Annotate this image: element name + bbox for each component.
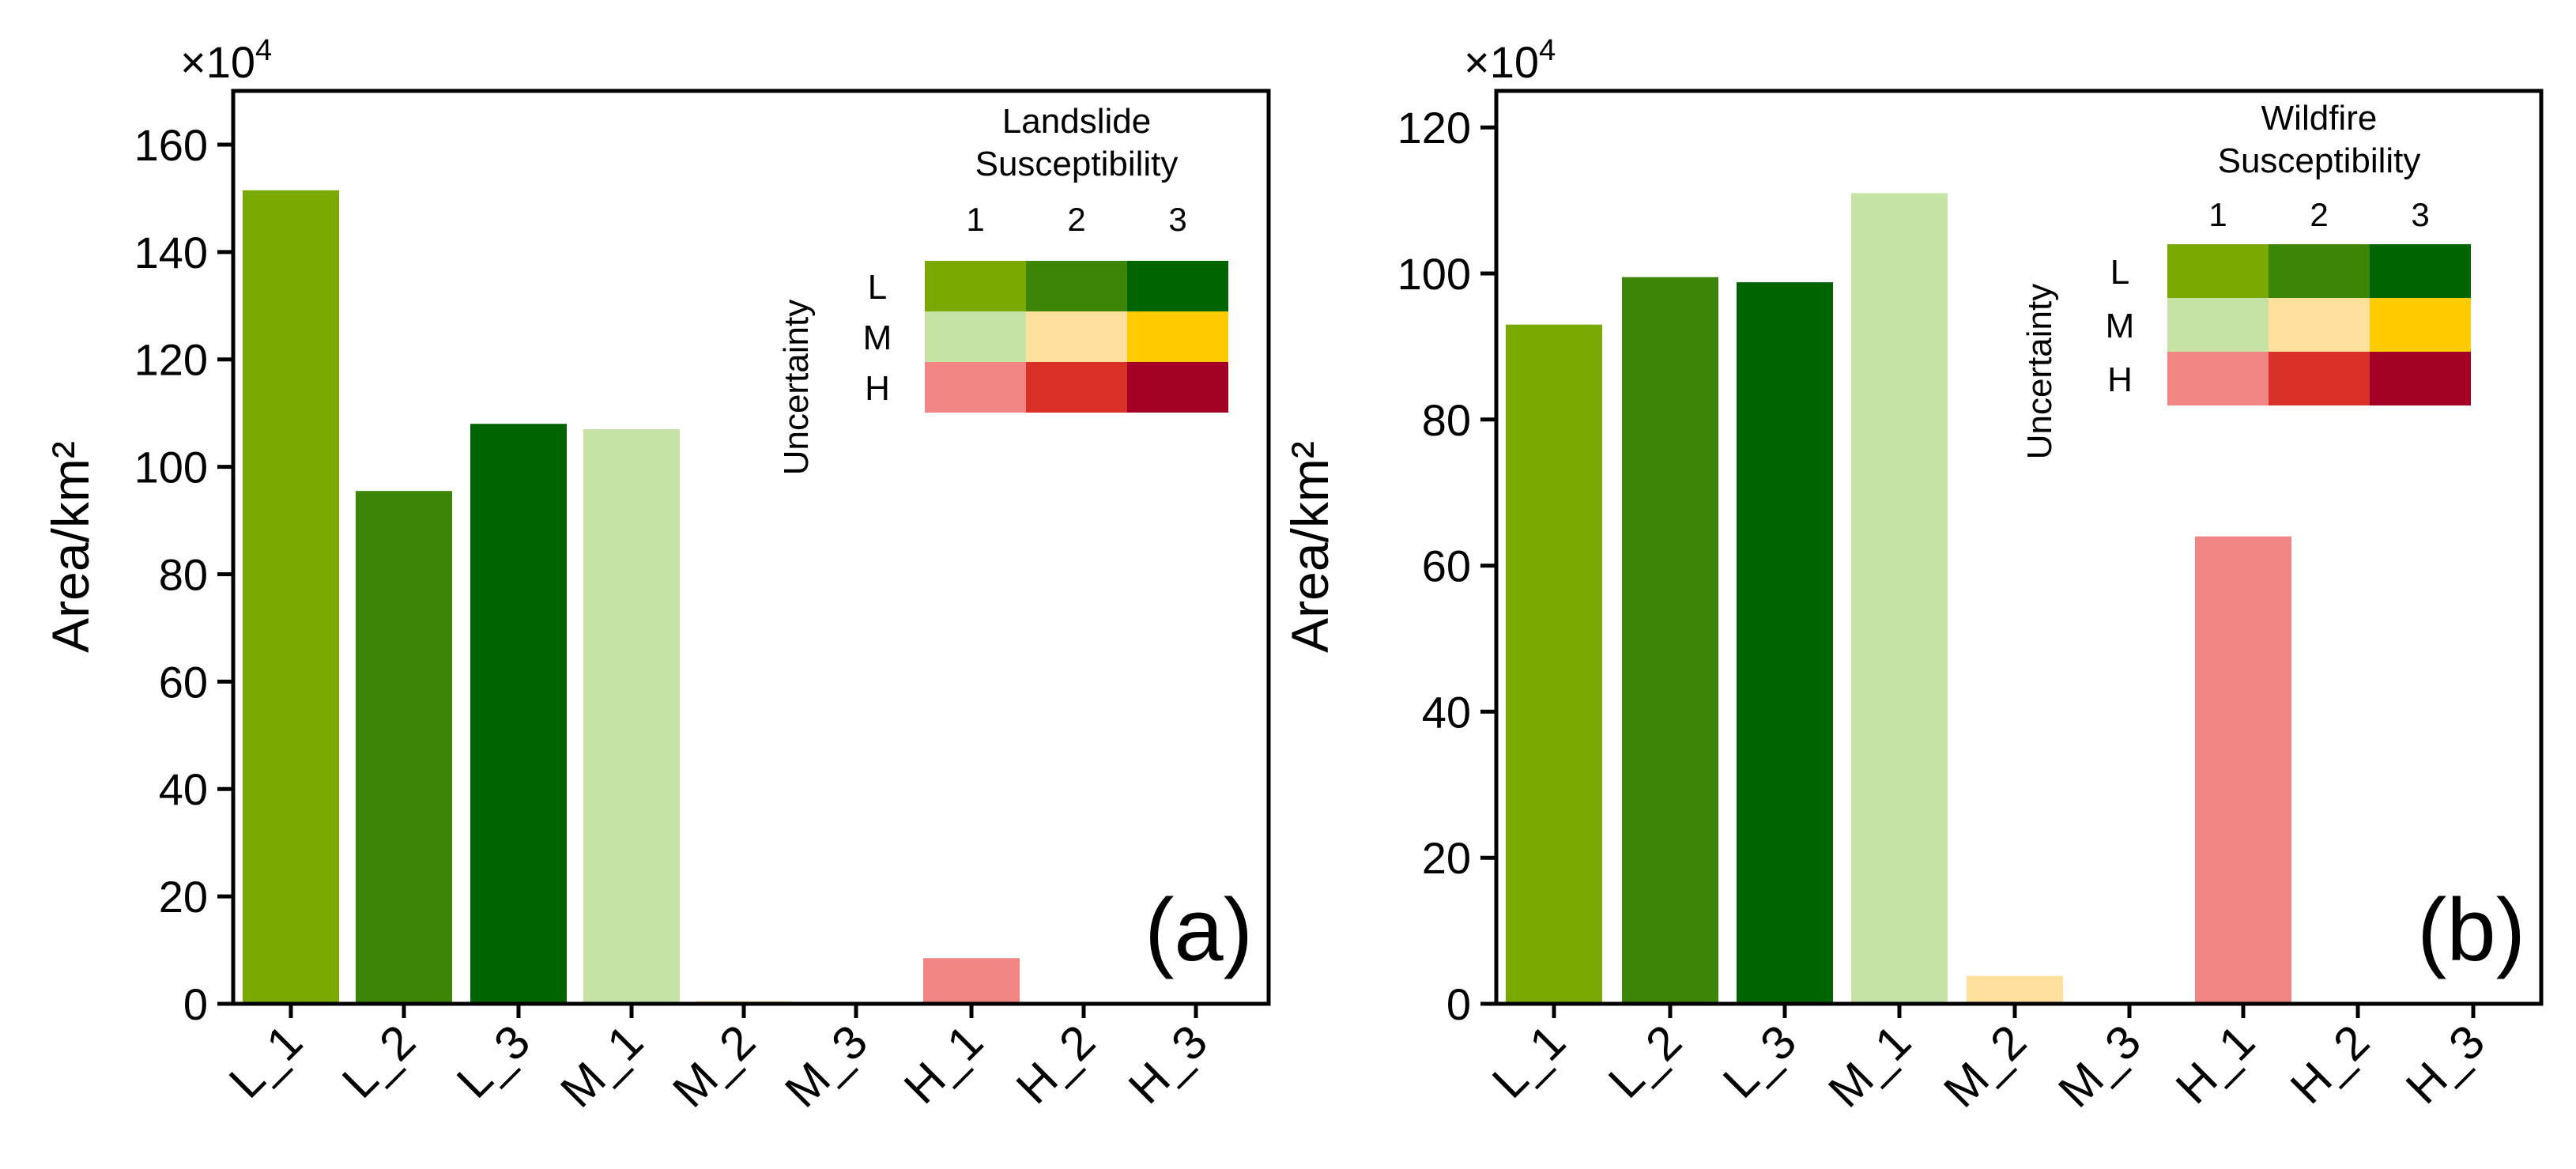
y-tick-label: 20	[159, 872, 208, 922]
y-tick-label: 0	[183, 979, 208, 1029]
legend-cell	[925, 362, 1026, 413]
legend-row-axis-label: Uncertainty	[777, 300, 816, 476]
legend-cell	[2167, 244, 2269, 298]
axes-frame	[1494, 89, 2544, 1006]
x-tick-label: L_1	[1482, 1015, 1575, 1108]
x-tick-label: H_2	[2280, 1015, 2379, 1114]
legend-column-label: 1	[966, 201, 984, 238]
legend-cell	[2269, 352, 2370, 405]
legend-row-label: L	[2110, 253, 2129, 292]
legend-cell	[2370, 244, 2471, 298]
legend-cell	[2370, 298, 2471, 352]
bar-l_1	[243, 190, 339, 1005]
legend-row-label: H	[865, 369, 890, 408]
panel-label: (a)	[1145, 881, 1253, 979]
x-tick-label: L_2	[332, 1015, 425, 1108]
legend-cell	[1026, 362, 1127, 413]
y-tick-label: 80	[159, 549, 208, 599]
legend-cell	[1026, 311, 1127, 362]
x-tick-label: M_1	[1818, 1015, 1921, 1118]
axis-multiplier-base: ×10	[1464, 37, 1539, 87]
legend-row-axis-label: Uncertainty	[2020, 284, 2059, 460]
y-tick-label: 160	[134, 120, 208, 170]
legend-cell	[1127, 311, 1228, 362]
y-tick-label: 120	[134, 335, 208, 385]
bar-l_2	[1622, 277, 1718, 1004]
axis-multiplier: ×104	[180, 34, 272, 87]
bar-l_2	[356, 491, 452, 1004]
y-tick-label: 80	[1422, 395, 1471, 445]
y-tick-label: 100	[1397, 249, 1471, 299]
bar-h_1	[923, 958, 1020, 1004]
bar-l_3	[1737, 282, 1833, 1004]
legend-column-label: 2	[2310, 196, 2328, 233]
legend-row-label: H	[2107, 360, 2133, 399]
x-tick-label: H_3	[1118, 1015, 1217, 1114]
legend-cell	[925, 261, 1026, 311]
legend-cell	[2167, 298, 2269, 352]
legend-row-label: M	[2106, 307, 2135, 345]
legend-row-label: M	[863, 319, 892, 357]
x-tick-label: M_2	[662, 1015, 765, 1118]
y-tick-label: 140	[134, 228, 208, 277]
y-axis-label: Area/km²	[1280, 441, 1339, 653]
legend-cell	[925, 311, 1026, 362]
legend-column-label: 3	[1168, 201, 1186, 238]
bar-m_2	[1967, 975, 2063, 1004]
x-tick-label: L_2	[1598, 1015, 1692, 1108]
x-tick-label: M_1	[550, 1015, 653, 1118]
axis-multiplier-exponent: 4	[1539, 34, 1556, 67]
legend-title: Wildfire	[2261, 99, 2378, 138]
legend-column-label: 3	[2411, 196, 2429, 233]
x-tick-label: H_1	[2166, 1015, 2265, 1114]
y-tick-label: 100	[134, 443, 208, 492]
panel-label: (b)	[2417, 881, 2525, 979]
legend-subtitle: Susceptibility	[2218, 141, 2421, 180]
y-tick-label: 20	[1422, 833, 1471, 883]
legend-cell	[1127, 362, 1228, 413]
legend-column-label: 1	[2208, 196, 2227, 233]
legend-cell	[1127, 261, 1228, 311]
axis-multiplier-base: ×10	[180, 37, 255, 87]
legend-column-label: 2	[1067, 201, 1085, 238]
x-tick-label: H_3	[2396, 1015, 2495, 1114]
bar-l_1	[1506, 324, 1602, 1004]
legend-row-label: L	[868, 268, 887, 307]
y-tick-label: 40	[159, 764, 208, 814]
x-tick-label: L_3	[1713, 1015, 1806, 1108]
y-tick-label: 0	[1446, 979, 1471, 1029]
y-tick-label: 60	[1422, 541, 1471, 591]
bar-m_1	[583, 429, 680, 1004]
legend-cell	[2167, 352, 2269, 405]
y-tick-label: 120	[1397, 103, 1471, 153]
legend-cell	[1026, 261, 1127, 311]
y-tick-label: 40	[1422, 687, 1471, 737]
x-tick-label: H_2	[1006, 1015, 1105, 1114]
legend-cell	[2269, 244, 2370, 298]
x-tick-label: L_3	[447, 1015, 540, 1108]
bivariate-legend: Landslide Susceptibility 1 2 3 LMH Uncertainty	[777, 102, 1228, 475]
legend-cell	[2269, 298, 2370, 352]
legend-subtitle: Susceptibility	[975, 145, 1179, 183]
legend-cell	[2370, 352, 2471, 405]
bar-l_3	[470, 424, 567, 1004]
axes-frame	[231, 89, 1271, 1006]
y-tick-label: 60	[159, 657, 208, 707]
legend-title: Landslide	[1002, 102, 1151, 141]
x-tick-label: M_3	[775, 1015, 877, 1118]
bar-h_1	[2195, 536, 2291, 1004]
x-tick-label: M_2	[1933, 1015, 2036, 1118]
y-axis-label: Area/km²	[41, 441, 100, 653]
axis-multiplier: ×104	[1464, 34, 1556, 87]
x-tick-label: L_1	[219, 1015, 312, 1108]
axis-multiplier-exponent: 4	[255, 34, 272, 67]
x-tick-label: H_1	[894, 1015, 993, 1114]
bar-m_1	[1851, 193, 1948, 1005]
x-tick-label: M_3	[2048, 1015, 2151, 1118]
